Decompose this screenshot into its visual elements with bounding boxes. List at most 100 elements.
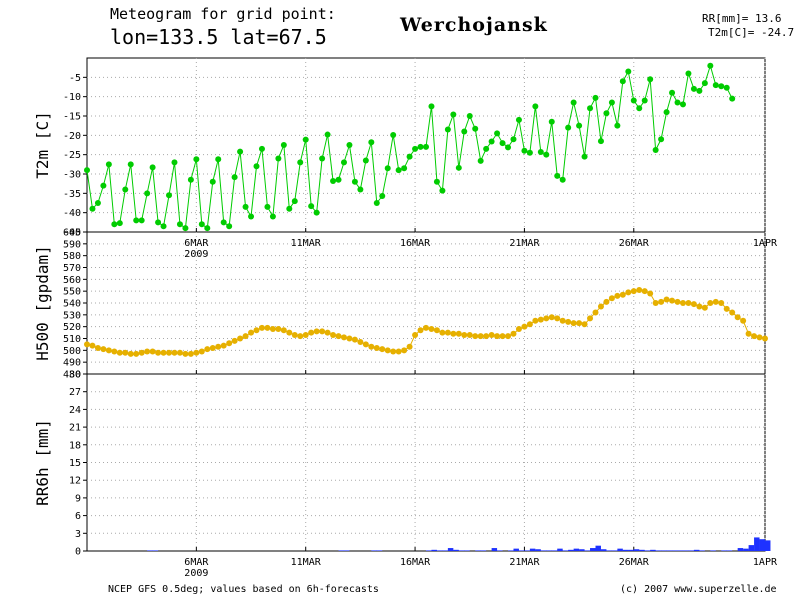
t2m-point — [187, 176, 194, 183]
t2m-point — [390, 131, 397, 138]
y-tick-label: -40 — [63, 208, 81, 219]
t2m-point — [537, 148, 544, 155]
h500-point — [417, 327, 424, 334]
t2m-point — [155, 219, 162, 226]
h500-point — [193, 349, 200, 356]
h500-point — [220, 342, 227, 349]
t2m-point — [499, 140, 506, 147]
h500-point — [472, 333, 479, 340]
x-tick-label: 6MAR — [184, 557, 209, 568]
h500-point — [510, 330, 517, 337]
rr6h-bar — [677, 550, 683, 551]
h500-point — [455, 330, 462, 337]
h500-point — [756, 334, 763, 341]
x-tick-label: 26MAR — [619, 557, 650, 568]
y-tick-label: 490 — [63, 358, 81, 369]
h500-point — [302, 331, 309, 338]
h500-point — [379, 346, 386, 353]
h500-point — [160, 349, 167, 356]
h500-point — [466, 331, 473, 338]
rr6h-bar — [343, 550, 350, 551]
t2m-point — [275, 155, 282, 162]
data-source-note: NCEP GFS 0.5deg; values based on 6h-fore… — [108, 584, 379, 595]
y-tick-label: -10 — [63, 92, 81, 103]
h500-point — [144, 348, 151, 355]
rr6h-bar — [639, 549, 645, 551]
t2m-point — [526, 149, 533, 156]
summary-mean-temperature: T2m[C]= -24.7 — [708, 26, 795, 39]
h500-point — [264, 324, 271, 331]
h500-point — [608, 295, 615, 302]
t2m-point — [220, 219, 227, 226]
y-tick-label: 0 — [75, 547, 81, 558]
h500-point — [707, 300, 714, 306]
h500-point — [401, 347, 408, 354]
t2m-point — [679, 101, 686, 108]
x-tick-label: 16MAR — [400, 238, 431, 249]
rr6h-bar — [737, 548, 744, 551]
t2m-point — [417, 143, 424, 150]
h500-point — [740, 317, 747, 324]
h500-point — [559, 317, 566, 324]
rr6h-bar — [672, 550, 678, 551]
h500-point — [505, 333, 512, 340]
t2m-point — [548, 118, 555, 125]
x-year-label: 2009 — [184, 249, 208, 260]
h500-point — [565, 318, 572, 325]
h500-point — [745, 330, 752, 337]
h500-point — [537, 316, 544, 323]
h500-point — [226, 340, 233, 347]
rr6h-bar — [754, 537, 760, 551]
h500-point — [570, 320, 577, 327]
t2m-point — [401, 165, 408, 172]
x-tick-label: 1APR — [753, 238, 778, 249]
rr6h-bar — [765, 540, 771, 551]
h500-point — [499, 333, 506, 340]
h500-point — [701, 304, 708, 311]
h500-point — [587, 315, 594, 322]
t2m-point — [701, 80, 708, 87]
rr6h-bar — [721, 550, 727, 551]
y-axis-label: RR6h [mm] — [33, 419, 52, 506]
rr6h-bar — [376, 550, 383, 551]
y-tick-label: 480 — [63, 370, 81, 381]
h500-point — [297, 333, 304, 340]
h500-point — [395, 348, 402, 355]
y-tick-label: -35 — [63, 189, 81, 200]
t2m-point — [204, 225, 211, 232]
h500-point — [133, 350, 140, 357]
h500-point — [258, 324, 265, 331]
rr6h-bar — [584, 550, 591, 551]
rr6h-bar — [622, 549, 629, 551]
t2m-point — [603, 110, 610, 117]
h500-point — [286, 329, 293, 336]
h500-point — [215, 343, 222, 350]
t2m-point — [630, 97, 637, 104]
h500-point — [94, 344, 101, 351]
y-tick-label: 590 — [63, 239, 81, 250]
h500-point — [368, 343, 375, 350]
h500-point — [340, 334, 347, 341]
t2m-point — [308, 203, 315, 210]
t2m-point — [133, 217, 140, 224]
h500-point — [269, 326, 276, 333]
t2m-point — [226, 223, 233, 230]
t2m-series-line — [86, 63, 733, 230]
h500-point — [439, 329, 446, 336]
h500-point — [253, 327, 260, 334]
rr6h-bar — [661, 550, 667, 551]
x-tick-label: 11MAR — [291, 557, 322, 568]
h500-point — [751, 333, 758, 340]
t2m-point — [144, 190, 151, 197]
t2m-point — [269, 213, 276, 220]
t2m-point — [231, 174, 238, 181]
h500-point — [406, 343, 413, 350]
h500-point — [330, 331, 337, 338]
t2m-point — [614, 122, 621, 129]
y-tick-label: 600 — [63, 228, 81, 239]
h500-point — [526, 321, 533, 328]
rr6h-bar — [453, 549, 459, 551]
h500-point — [494, 333, 501, 340]
h500-point — [111, 348, 118, 355]
h500-point — [603, 298, 610, 305]
